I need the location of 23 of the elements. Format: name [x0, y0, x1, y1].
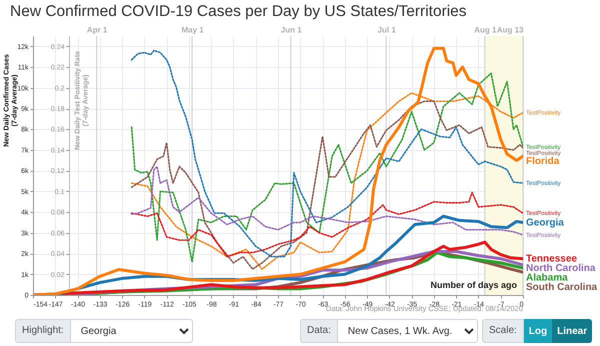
text: Highlight:: [15, 319, 71, 343]
line-series: [130, 192, 523, 258]
series-label: Alabama: [526, 272, 568, 284]
text: Log: [524, 319, 552, 343]
x2-tick-label: Apr 1: [86, 26, 108, 34]
series-label: Georgia: [526, 217, 564, 228]
x2-tick-label: May 1: [181, 26, 204, 34]
x2-tick-label: Aug 13: [496, 26, 524, 34]
text: New Cases, 1 Wk. Avg.: [338, 319, 478, 343]
chart-title: New Confirmed COVID-19 Cases per Day by US States/Territories: [10, 3, 467, 21]
series-label: South Carolina: [526, 282, 598, 294]
x2-tick-label: Jun 1: [280, 26, 302, 34]
x-axis-title: Number of days ago: [430, 280, 518, 290]
series-label: Florida: [526, 156, 560, 167]
x2-tick-label: Aug 1: [474, 26, 497, 34]
x2-tick-label: Jul 1: [378, 26, 396, 34]
text: Georgia: [70, 319, 193, 343]
text: Scale:: [482, 319, 524, 343]
line-series: [130, 166, 523, 236]
series-label: Tennessee: [526, 254, 578, 265]
text: Data:: [300, 319, 338, 343]
series-label: North Carolina: [526, 263, 596, 274]
text: Linear: [552, 319, 592, 343]
